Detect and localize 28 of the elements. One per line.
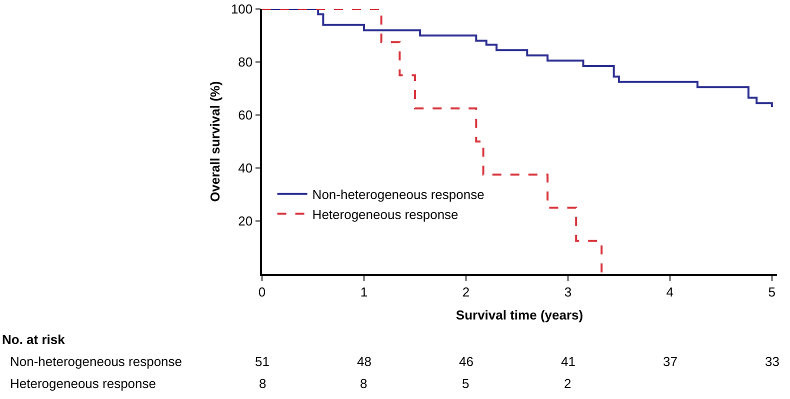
text: No. at risk (2, 332, 66, 347)
y-tick-label: 20 (238, 214, 253, 229)
text: 48 (357, 354, 372, 369)
y-tick-label: 60 (238, 108, 253, 123)
x-tick-label: 3 (564, 284, 572, 300)
text: 33 (765, 354, 780, 369)
text: 2 (564, 376, 572, 391)
text: Non-heterogeneous response (10, 354, 182, 369)
y-tick-label: 100 (230, 2, 253, 17)
y-tick-label: 40 (238, 160, 253, 176)
text: 37 (663, 354, 678, 369)
text: 46 (459, 354, 474, 369)
y-tick-label: 80 (238, 54, 253, 70)
text: Heterogeneous response (10, 376, 156, 391)
text: 5 (462, 376, 470, 391)
y-axis-title: Overall survival (%) (207, 81, 222, 202)
text: 8 (360, 376, 368, 391)
legend-label: Non-heterogeneous response (312, 186, 484, 202)
x-tick-label: 4 (666, 284, 674, 300)
x-tick-label: 1 (360, 284, 368, 300)
x-axis-title: Survival time (years) (456, 307, 584, 322)
text: 51 (255, 354, 270, 369)
x-tick-label: 5 (768, 284, 776, 300)
x-tick-label: 2 (462, 284, 470, 300)
text: 8 (259, 376, 266, 391)
text: 41 (561, 354, 576, 369)
x-tick-label: 0 (258, 284, 266, 300)
legend-label: Heterogeneous response (312, 206, 458, 222)
